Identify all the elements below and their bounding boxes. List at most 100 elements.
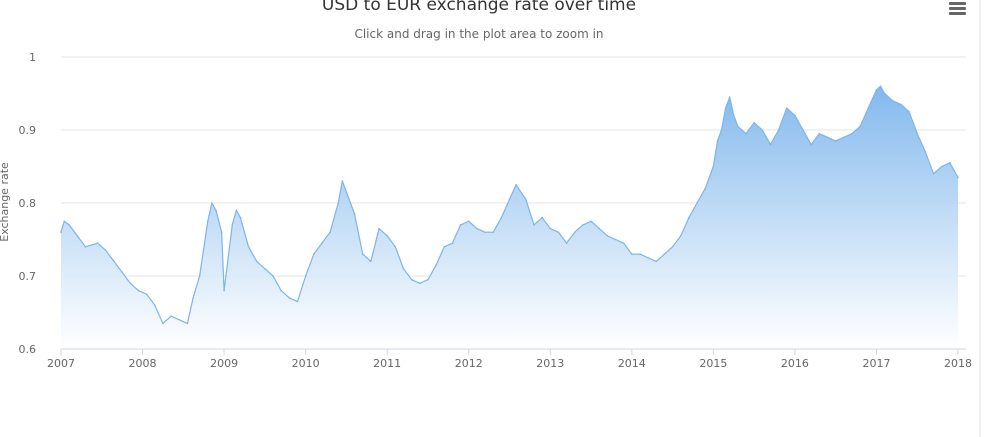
y-tick-label: 0.8: [19, 197, 37, 210]
data-point: [231, 224, 234, 226]
data-point: [582, 224, 584, 226]
data-point: [671, 246, 674, 248]
data-point: [296, 300, 299, 303]
data-point: [724, 107, 727, 109]
data-point: [598, 227, 600, 230]
data-point: [198, 275, 201, 277]
data-point: [647, 256, 649, 259]
data-point: [802, 129, 804, 131]
data-point: [192, 297, 194, 299]
plot-area[interactable]: [60, 85, 959, 349]
data-point: [162, 322, 164, 325]
data-point: [247, 246, 250, 248]
data-point: [761, 129, 764, 131]
hamburger-menu-icon-bar-2: [949, 7, 966, 10]
y-tick-label: 1: [29, 51, 36, 64]
x-tick-label: 2017: [862, 357, 890, 370]
data-point: [280, 289, 282, 292]
data-point: [255, 260, 258, 263]
x-tick-label: 2016: [781, 357, 809, 370]
data-point: [129, 282, 132, 285]
data-point: [716, 140, 719, 142]
y-axis-ticks: 0.6 0.7 0.8 0.9 1: [19, 51, 37, 356]
data-point: [500, 216, 503, 219]
data-point: [573, 231, 576, 233]
data-point: [696, 202, 698, 204]
chart-subtitle: Click and drag in the plot area to zoom …: [354, 27, 603, 41]
data-point: [329, 231, 331, 233]
data-point: [785, 107, 788, 109]
hamburger-menu-icon-bar-1: [949, 2, 966, 5]
data-point: [370, 260, 372, 263]
data-point: [435, 264, 437, 266]
data-point: [590, 220, 592, 223]
x-axis-ticks: 2007 2008 2009 2010 2011 2012 2013 2014 2015 2016…: [47, 349, 972, 370]
data-point: [565, 242, 568, 244]
data-point: [459, 224, 462, 226]
data-point: [614, 238, 617, 241]
data-point: [557, 231, 560, 233]
data-point: [105, 249, 107, 252]
data-point: [728, 96, 731, 98]
data-point: [211, 202, 213, 204]
data-point: [467, 220, 470, 223]
data-point: [419, 282, 421, 285]
data-point: [235, 209, 238, 212]
data-point: [720, 129, 723, 131]
data-point: [794, 114, 796, 117]
data-point: [76, 235, 79, 237]
data-point: [745, 132, 747, 135]
data-point: [394, 246, 397, 248]
menu-button[interactable]: [946, 0, 968, 18]
y-tick-label: 0.7: [19, 270, 37, 283]
data-point: [60, 231, 62, 233]
data-point: [908, 110, 910, 113]
data-point: [704, 187, 707, 190]
data-point: [940, 165, 943, 168]
data-points: [60, 85, 959, 325]
data-point: [541, 216, 543, 219]
y-tick-label: 0.6: [19, 343, 37, 356]
data-point: [186, 322, 189, 325]
data-point: [427, 278, 429, 281]
data-point: [353, 213, 356, 215]
x-tick-label: 2010: [292, 357, 320, 370]
data-point: [170, 315, 172, 317]
data-point: [949, 162, 951, 164]
data-point: [304, 275, 307, 277]
data-point: [549, 227, 552, 230]
data-point: [492, 231, 494, 233]
y-axis-title: Exchange rate: [0, 162, 11, 242]
data-point: [663, 253, 666, 255]
data-point: [223, 289, 225, 292]
data-point: [443, 246, 446, 248]
data-point: [321, 242, 323, 244]
data-point: [826, 136, 829, 139]
x-tick-label: 2011: [373, 357, 401, 370]
data-point: [777, 129, 780, 131]
data-point: [859, 125, 861, 128]
data-point: [810, 143, 813, 146]
data-point: [900, 103, 902, 106]
data-point: [879, 85, 882, 87]
data-point: [451, 242, 454, 244]
chart-title: USD to EUR exchange rate over time: [322, 0, 636, 15]
data-point: [875, 89, 878, 91]
data-point: [818, 132, 821, 135]
data-point: [753, 121, 755, 124]
x-tick-label: 2008: [129, 357, 157, 370]
data-point: [220, 231, 223, 233]
data-point: [834, 140, 837, 142]
data-point: [867, 107, 870, 109]
data-point: [639, 253, 641, 255]
data-point: [272, 275, 274, 277]
data-point: [288, 297, 291, 299]
data-point: [239, 216, 242, 219]
data-point: [508, 198, 511, 201]
data-point: [476, 227, 478, 230]
data-point: [484, 231, 486, 233]
data-point: [769, 143, 772, 146]
data-point: [679, 235, 682, 237]
data-point: [712, 165, 715, 168]
data-point: [525, 198, 527, 201]
